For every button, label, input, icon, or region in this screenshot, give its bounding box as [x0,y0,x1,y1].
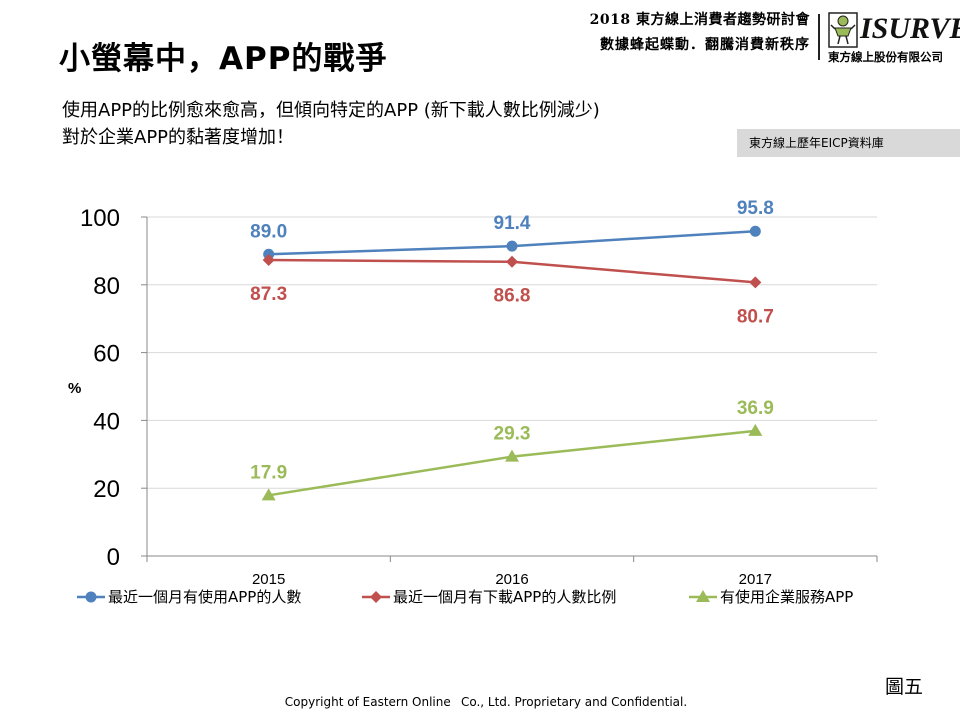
y-tick-label: 40 [93,408,120,435]
header-divider [818,14,820,60]
copyright-part-1: Copyright of Eastern Online [284,695,451,709]
subtitle-line-1: 使用APP的比例愈來愈高，但傾向特定的APP (新下載人數比例減少) [62,100,600,121]
isurvey-logo: ISURVEY 東方線上股份有限公司 [826,12,960,64]
copyright-part-2: Co., Ltd. Proprietary and Confidential. [460,695,688,709]
data-label: 80.7 [737,306,774,327]
slide-title: 小螢幕中，APP的戰爭 [59,41,388,77]
data-point [748,423,763,436]
data-label: 29.3 [494,424,531,445]
source-label: 東方線上歷年EICP資料庫 [737,129,960,157]
legend-marker [696,590,710,602]
data-label: 95.8 [737,198,774,219]
data-point [749,225,761,237]
y-tick-label: 100 [80,205,120,232]
data-label: 89.0 [250,221,287,242]
x-tick-label: 2015 [252,571,285,588]
legend-label: 有使用企業服務APP [720,588,853,606]
logo-company-name: 東方線上股份有限公司 [828,50,943,64]
data-label: 86.8 [494,286,531,307]
x-tick-label: 2016 [495,571,528,588]
y-tick-label: 0 [107,544,120,571]
data-label: 17.9 [250,462,287,483]
x-tick-label: 2017 [739,571,772,588]
subtitle-line-2: 對於企業APP的黏著度增加！ [62,127,295,148]
event-header: 2018 東方線上消費者趨勢研討會 數據蜂起蝶動．翻騰消費新秩序 [520,6,810,56]
y-axis-label: % [68,380,81,397]
data-point [506,255,518,268]
data-point [749,276,762,289]
y-tick-label: 20 [93,476,120,503]
data-point [505,449,519,462]
y-tick-label: 60 [93,341,120,368]
trophy-icon [828,12,858,48]
copyright-footer: Copyright of Eastern Online Co., Ltd. Pro… [0,695,960,709]
data-label: 36.9 [737,398,774,419]
y-tick-label: 80 [93,273,120,300]
event-title: 2018 東方線上消費者趨勢研討會 [589,12,810,28]
legend-label: 最近一個月有下載APP的人數比例 [393,588,616,606]
data-label: 91.4 [494,213,531,234]
data-label: 87.3 [250,284,287,305]
slide-subtitle: 使用APP的比例愈來愈高，但傾向特定的APP (新下載人數比例減少) 對於企業A… [62,97,600,151]
event-slogan: 數據蜂起蝶動．翻騰消費新秩序 [600,37,810,53]
data-point [506,240,518,252]
legend-marker [370,591,382,603]
logo-wordmark: ISURVEY [860,12,960,45]
legend-label: 最近一個月有使用APP的人數 [108,588,301,606]
data-point [262,254,275,267]
legend-marker [85,591,97,603]
data-point [261,488,276,501]
figure-number: 圖五 [885,676,924,698]
